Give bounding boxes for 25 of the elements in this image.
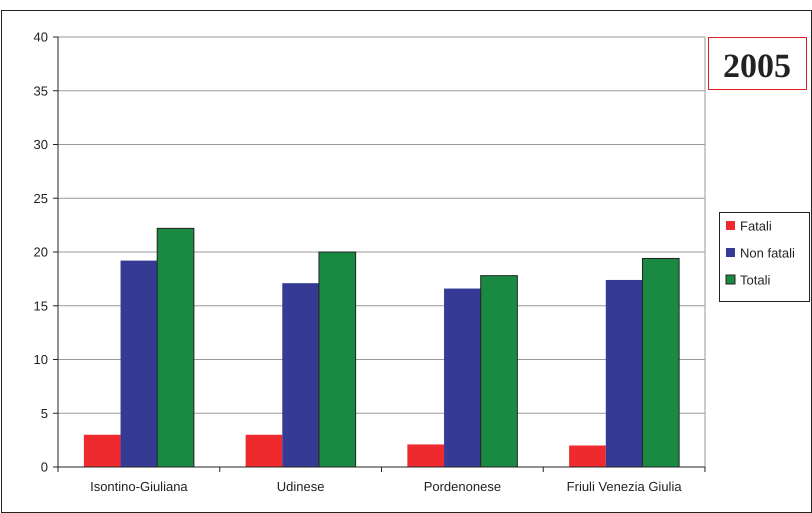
bar xyxy=(120,260,158,467)
y-tick-label: 10 xyxy=(34,352,48,368)
legend-label: Totali xyxy=(740,272,770,288)
y-tick-label: 20 xyxy=(34,244,48,260)
y-tick-label: 40 xyxy=(34,30,48,45)
legend-label: Non fatali xyxy=(740,246,796,261)
bar xyxy=(84,434,121,467)
x-tick-label: Udinese xyxy=(276,479,324,494)
x-tick-label: Pordenonese xyxy=(424,479,502,494)
y-tick-label: 25 xyxy=(34,190,48,206)
bar xyxy=(606,280,642,467)
x-tick-label: Friuli Venezia Giulia xyxy=(566,479,682,494)
bar xyxy=(407,444,444,467)
y-tick-label: 35 xyxy=(34,83,48,98)
bar xyxy=(569,446,606,467)
y-tick-label: 0 xyxy=(40,460,48,475)
bar xyxy=(282,283,319,467)
x-tick-label: Isontino-Giuliana xyxy=(90,479,188,494)
bar xyxy=(246,434,282,467)
y-tick-label: 15 xyxy=(34,298,48,314)
legend-label: Fatali xyxy=(740,218,772,234)
chart-title: 2005 xyxy=(723,48,791,85)
y-tick-label: 5 xyxy=(40,406,48,421)
y-tick-label: 30 xyxy=(34,137,48,152)
bar xyxy=(444,288,481,467)
